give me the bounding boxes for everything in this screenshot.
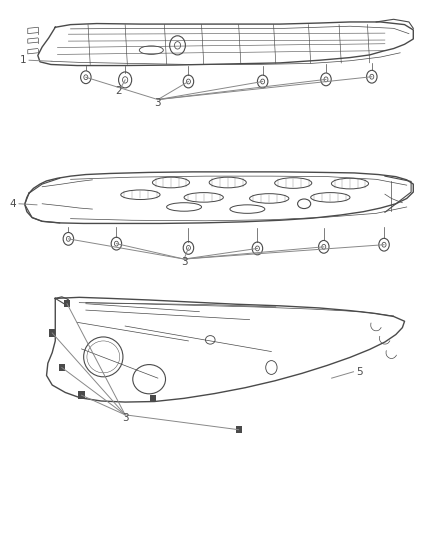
- Bar: [236, 426, 242, 433]
- Bar: [64, 300, 70, 308]
- Text: 3: 3: [122, 413, 128, 423]
- Bar: [78, 391, 85, 399]
- Bar: [49, 329, 55, 337]
- Bar: [59, 364, 65, 371]
- Text: 4: 4: [10, 199, 16, 209]
- Text: 1: 1: [20, 55, 27, 65]
- Bar: [150, 394, 155, 402]
- Text: 5: 5: [356, 367, 363, 377]
- Text: 3: 3: [181, 257, 187, 267]
- Text: 3: 3: [155, 98, 161, 108]
- Text: 2: 2: [115, 86, 122, 96]
